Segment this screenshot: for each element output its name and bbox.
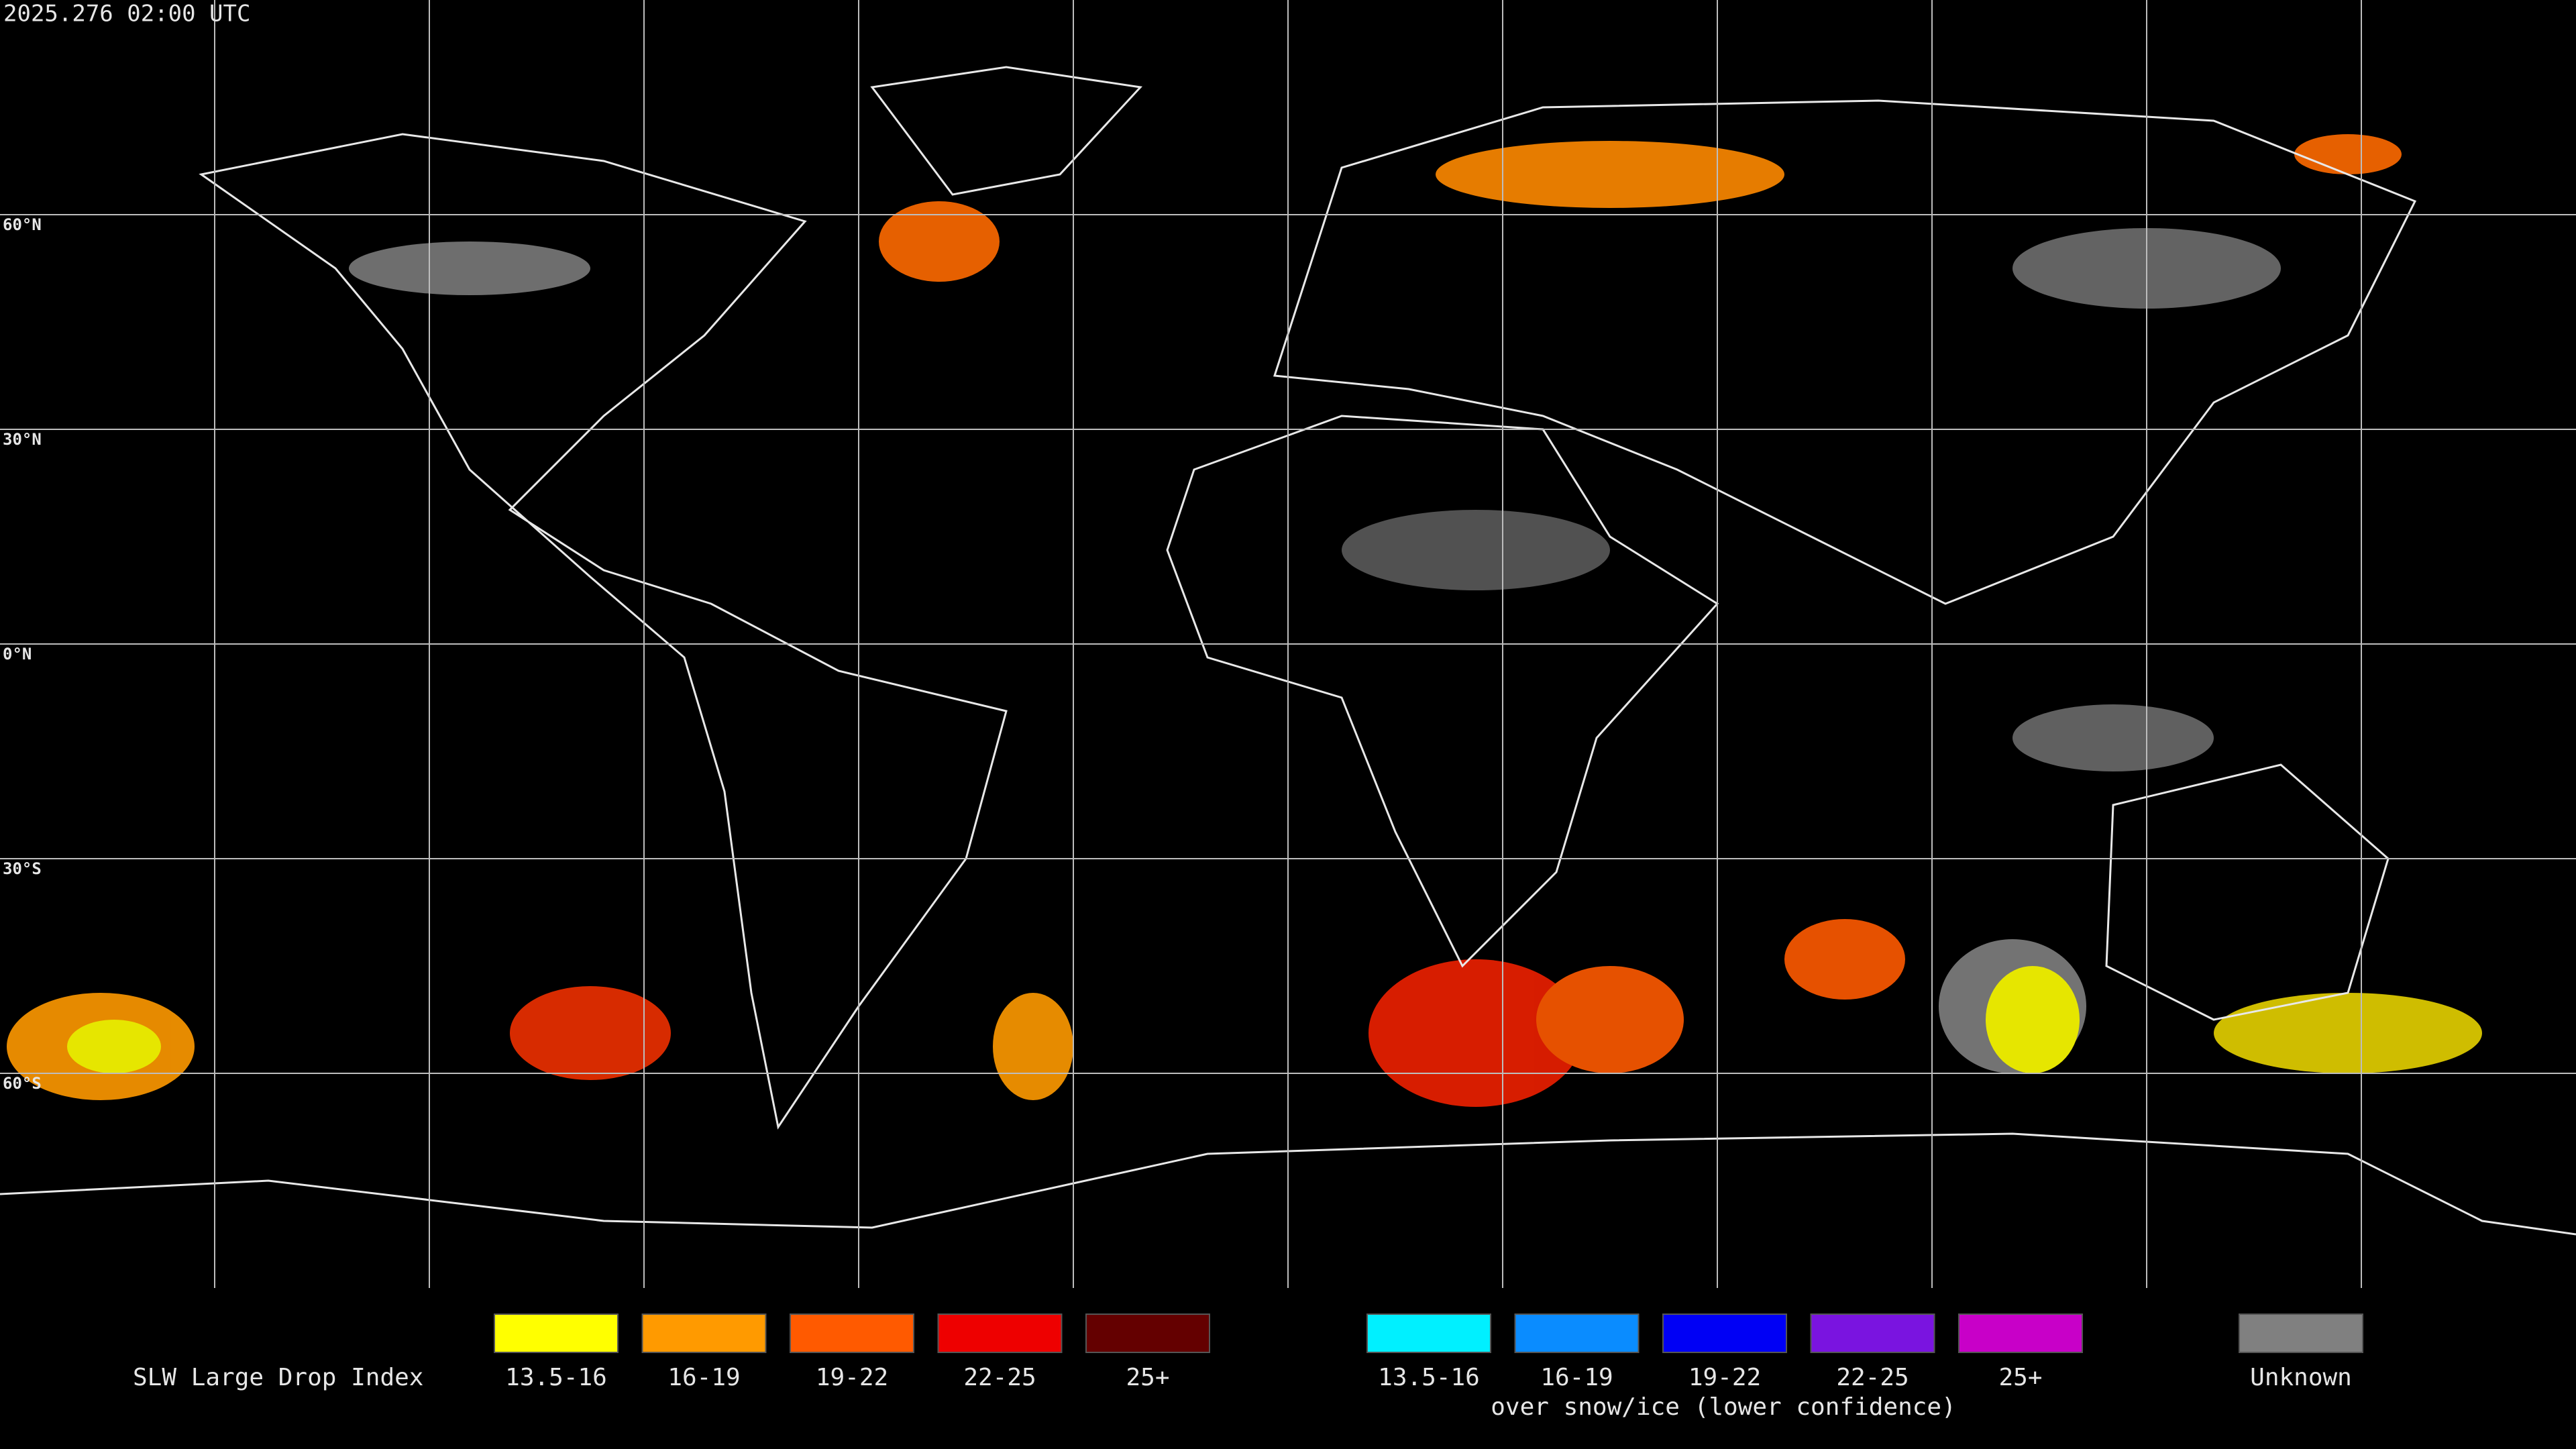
legend-swatch (1958, 1313, 2083, 1353)
cloud-patch (1368, 959, 1583, 1107)
legend-swatch (1085, 1313, 1210, 1353)
coastline (2105, 763, 2390, 1021)
coastline (199, 133, 1008, 1130)
latitude-label: 0°N (3, 645, 32, 663)
legend-label: Unknown (2250, 1364, 2352, 1391)
map: 60°N 30°N 0°N 30°S 60°S (0, 0, 2576, 1288)
legend-swatch (790, 1313, 914, 1353)
cloud-patch (349, 241, 590, 295)
legend-swatch (2239, 1313, 2363, 1353)
cloud-patch (1342, 510, 1610, 590)
cloud-patch (2294, 134, 2402, 174)
legend-swatch (494, 1313, 619, 1353)
latitude-label: 30°N (3, 430, 42, 449)
legend-label: 22-25 (963, 1364, 1036, 1391)
latitude-label: 60°N (3, 215, 42, 234)
legend-label: 25+ (1998, 1364, 2042, 1391)
legend-label: 25+ (1126, 1364, 1169, 1391)
legend-swatch (1514, 1313, 1640, 1353)
latitude-label: 30°S (3, 859, 42, 878)
cloud-patch (510, 986, 671, 1080)
latitude-label: 60°S (3, 1074, 42, 1093)
cloud-patch (2012, 704, 2214, 771)
legend-swatch (1662, 1313, 1787, 1353)
legend-label: 19-22 (816, 1364, 888, 1391)
cloud-patch (67, 1020, 161, 1073)
cloud-patches (7, 134, 2482, 1107)
cloud-patch (993, 993, 1073, 1100)
timestamp: 2025.276 02:00 UTC (3, 1, 250, 28)
legend-label: 13.5-16 (505, 1364, 607, 1391)
legend-label: 19-22 (1688, 1364, 1761, 1391)
coastline (1273, 99, 2417, 605)
cloud-patch (2214, 993, 2482, 1073)
coastline (0, 1132, 2576, 1236)
snow-note: over snow/ice (lower confidence) (1491, 1393, 1956, 1421)
legend: SLW Large Drop Index over snow/ice (lowe… (133, 1313, 2363, 1421)
graticule: 60°N 30°N 0°N 30°S 60°S (0, 0, 2576, 1288)
legend-label: 22-25 (1836, 1364, 1909, 1391)
legend-swatch (1366, 1313, 1491, 1353)
legend-swatch (641, 1313, 767, 1353)
cloud-patch (1986, 966, 2080, 1073)
cloud-patch (879, 201, 1000, 282)
legend-title: SLW Large Drop Index (133, 1364, 423, 1391)
legend-swatch (1810, 1313, 1935, 1353)
coastline (870, 66, 1143, 196)
cloud-patch (1436, 141, 1784, 208)
cloud-patch (1784, 919, 1905, 1000)
legend-swatch (937, 1313, 1063, 1353)
legend-label: 16-19 (667, 1364, 740, 1391)
cloud-patch (1536, 966, 1684, 1073)
legend-label: 16-19 (1540, 1364, 1613, 1391)
legend-label: 13.5-16 (1378, 1364, 1480, 1391)
